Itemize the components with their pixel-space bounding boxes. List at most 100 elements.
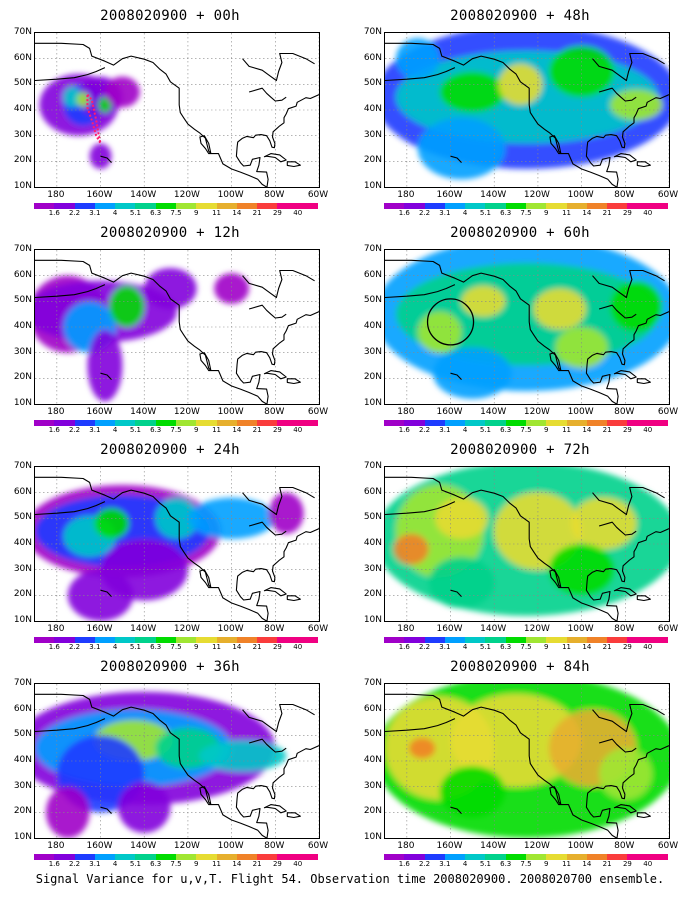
lat-tick-label: 50N xyxy=(363,78,382,89)
lon-tick-label: 140W xyxy=(130,407,157,417)
lon-tick-label: 180 xyxy=(47,407,65,417)
colorbar-level-label: 11 xyxy=(212,860,222,868)
colorbar-level-label: 29 xyxy=(272,860,282,868)
colorbar-level-label: 14 xyxy=(232,860,242,868)
colorbar-level-label: 4 xyxy=(112,426,118,434)
colorbar-swatch xyxy=(135,203,156,209)
lat-tick-label: 20N xyxy=(363,372,382,383)
panel-title: 2008020900 + 00h xyxy=(100,8,240,24)
lat-tick-label: 30N xyxy=(13,129,32,140)
colorbar-level-label: 29 xyxy=(622,643,632,651)
coastline xyxy=(263,370,287,380)
colorbar-swatch xyxy=(404,637,425,643)
colorbar-level-label: 4 xyxy=(112,860,118,868)
colorbar-level-label: 14 xyxy=(232,209,242,217)
colorbar-level-label: 7.5 xyxy=(520,426,532,434)
colorbar-swatch xyxy=(404,203,425,209)
colorbar-level-label: 11 xyxy=(212,426,222,434)
colorbar-swatch xyxy=(175,203,197,209)
coastline xyxy=(35,67,106,82)
colorbar-level-label: 5.1 xyxy=(479,860,491,868)
colorbar-level-label: 1.6 xyxy=(398,209,410,217)
coastline xyxy=(385,476,617,621)
colorbar-level-label: 3.1 xyxy=(439,860,451,868)
colorbar-level-label: 40 xyxy=(293,643,303,651)
colorbar-swatch xyxy=(236,203,258,209)
lat-tick-label: 50N xyxy=(363,295,382,306)
lon-tick-label: 140W xyxy=(130,841,157,851)
map-panel: 2008020900 + 12h 70N 60N 50N 40N 30N 20N 10N 180… xyxy=(0,217,340,434)
colorbar-swatch xyxy=(525,637,547,643)
colorbar-swatch xyxy=(525,203,547,209)
colorbar xyxy=(34,420,318,426)
lon-tick-label: 80W xyxy=(264,624,285,634)
colorbar-level-label: 5.1 xyxy=(129,426,141,434)
coastline xyxy=(242,703,315,733)
colorbar-level-label: 5.1 xyxy=(479,643,491,651)
panel-title: 2008020900 + 12h xyxy=(100,225,240,241)
coastline xyxy=(286,595,301,602)
colorbar-level-label: 1.6 xyxy=(48,426,60,434)
lon-tick-label: 120W xyxy=(173,624,200,634)
lat-tick-label: 20N xyxy=(13,589,32,600)
colorbar-level-label: 40 xyxy=(643,209,653,217)
lat-tick-label: 10N xyxy=(363,832,382,842)
map-plot xyxy=(384,683,670,839)
lat-tick-label: 30N xyxy=(363,129,382,140)
coastline xyxy=(35,259,267,404)
coastline xyxy=(35,476,267,621)
colorbar-level-label: 3.1 xyxy=(89,426,101,434)
lat-tick-label: 10N xyxy=(363,398,382,408)
colorbar-level-label: 14 xyxy=(232,426,242,434)
coastline xyxy=(592,52,665,82)
colorbar-swatch xyxy=(196,203,217,209)
lon-tick-label: 60W xyxy=(657,190,679,200)
colorbar-swatch xyxy=(175,854,197,860)
colorbar-level-label: 3.1 xyxy=(89,643,101,651)
colorbar-swatch xyxy=(525,420,547,426)
lat-tick-label: 30N xyxy=(363,563,382,574)
lat-tick-label: 60N xyxy=(13,52,32,63)
colorbar-level-label: 4 xyxy=(462,209,468,217)
colorbar-level-label: 14 xyxy=(582,209,592,217)
lon-tick-label: 80W xyxy=(614,407,635,417)
colorbar-level-label: 29 xyxy=(622,209,632,217)
colorbar-level-label: 6.3 xyxy=(500,209,512,217)
lat-tick-label: 70N xyxy=(13,678,32,688)
lon-tick-label: 160W xyxy=(436,190,463,200)
colorbar-level-label: 40 xyxy=(293,209,303,217)
coastline xyxy=(450,806,462,814)
colorbar-swatch xyxy=(297,420,318,426)
colorbar-level-label: 14 xyxy=(582,426,592,434)
colorbar-level-label: 5.1 xyxy=(479,426,491,434)
lat-tick-label: 60N xyxy=(363,52,382,63)
colorbar-level-label: 11 xyxy=(212,643,222,651)
map-plot xyxy=(384,466,670,622)
colorbar-swatch xyxy=(607,854,628,860)
coastline xyxy=(286,812,301,819)
colorbar-swatch xyxy=(465,203,486,209)
coastline xyxy=(35,501,106,516)
colorbar-level-label: 5.1 xyxy=(129,209,141,217)
colorbar-swatch xyxy=(627,854,648,860)
lon-tick-label: 120W xyxy=(173,190,200,200)
lat-tick-label: 50N xyxy=(13,729,32,740)
colorbar-swatch xyxy=(257,854,278,860)
colorbar-swatch xyxy=(586,854,608,860)
lon-tick-label: 180 xyxy=(397,407,415,417)
coastline xyxy=(385,501,456,516)
panel-title: 2008020900 + 72h xyxy=(450,442,590,458)
colorbar-level-label: 9 xyxy=(194,643,199,651)
variance-contour xyxy=(599,748,652,800)
lat-tick-label: 70N xyxy=(363,678,382,688)
lat-tick-label: 60N xyxy=(13,269,32,280)
panel-title: 2008020900 + 36h xyxy=(100,659,240,675)
colorbar-level-label: 1.6 xyxy=(48,860,60,868)
colorbar-level-label: 5.1 xyxy=(129,643,141,651)
lon-tick-label: 140W xyxy=(130,624,157,634)
lat-tick-label: 40N xyxy=(363,538,382,548)
lon-tick-label: 180 xyxy=(397,190,415,200)
lon-tick-label: 60W xyxy=(307,841,329,851)
colorbar-level-label: 7.5 xyxy=(520,209,532,217)
colorbar-swatch xyxy=(74,420,95,426)
